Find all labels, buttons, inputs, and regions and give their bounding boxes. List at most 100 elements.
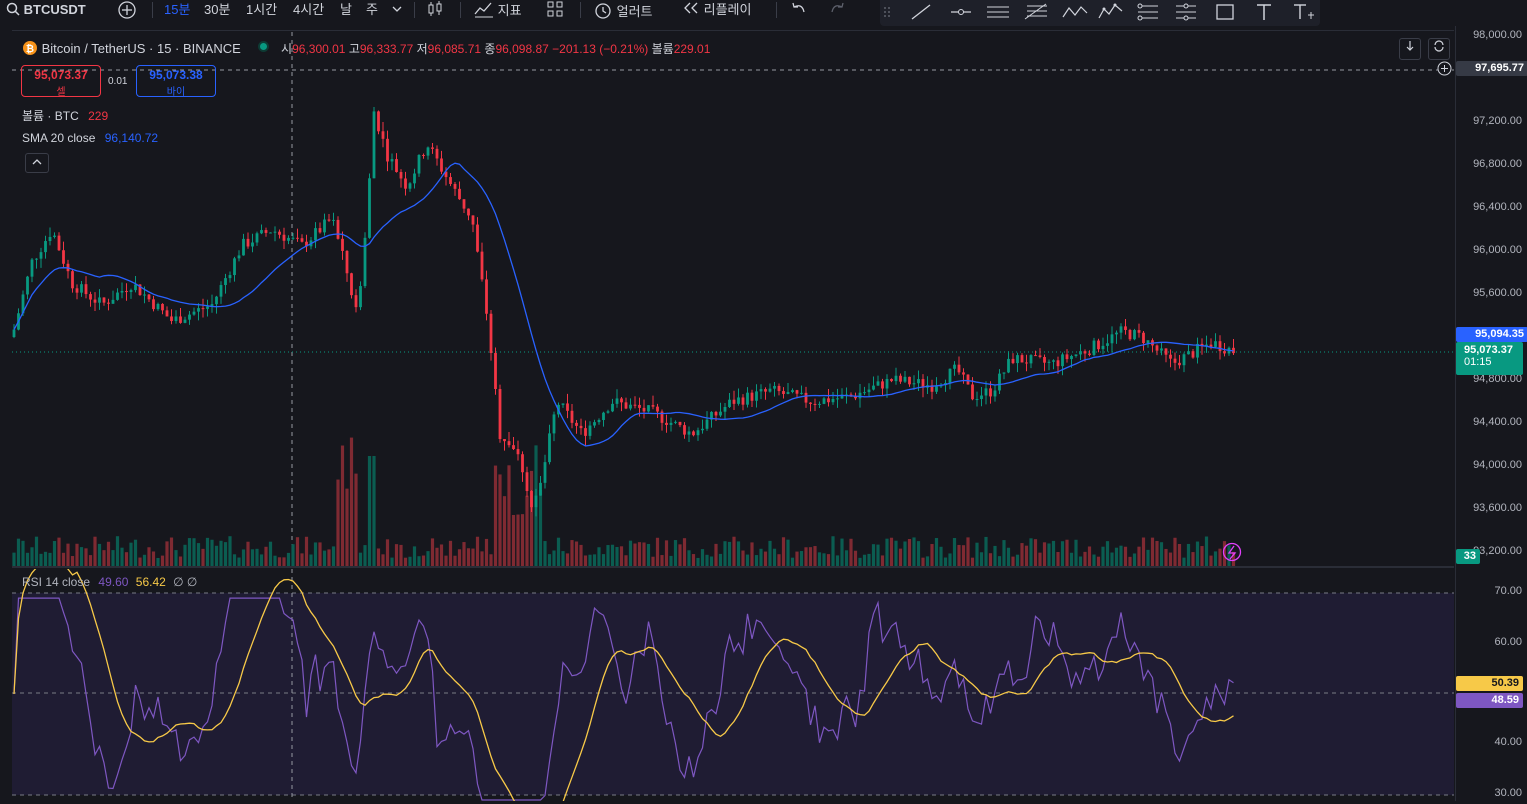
candle-body xyxy=(678,421,682,426)
candle-body xyxy=(170,316,173,322)
channel-icon[interactable] xyxy=(986,3,1009,21)
lightning-icon[interactable] xyxy=(1222,542,1242,562)
volume-bar xyxy=(462,542,466,566)
volume-bar xyxy=(358,552,363,566)
price-chart-canvas[interactable] xyxy=(12,32,1454,566)
buy-button[interactable]: 95,073.38 바이 xyxy=(136,65,216,98)
rsi-chart-canvas[interactable] xyxy=(12,556,1454,804)
price-axis[interactable]: 98,000.00 97,200.00 96,800.00 96,400.00 … xyxy=(1437,26,1527,801)
interval-4h[interactable]: 4시간 xyxy=(293,2,325,17)
candle-body xyxy=(1128,329,1132,340)
rsi-value-tag: 48.59 xyxy=(1456,693,1523,708)
candle-body xyxy=(867,389,871,393)
arrow-down-icon xyxy=(1406,41,1414,51)
pane-separator[interactable] xyxy=(12,566,1454,568)
candle-body xyxy=(327,219,331,221)
elliott-icon[interactable] xyxy=(1098,3,1123,21)
fib-icon[interactable] xyxy=(1024,3,1047,21)
range-icon[interactable] xyxy=(1174,3,1196,21)
price-label-icon[interactable] xyxy=(1292,3,1314,21)
hline-icon[interactable] xyxy=(950,3,971,21)
pattern-icon[interactable] xyxy=(1062,3,1088,21)
candle-type-button[interactable] xyxy=(426,0,444,20)
indicators-button[interactable]: 지표 xyxy=(474,0,522,20)
candle-body xyxy=(53,235,56,237)
interval-week[interactable]: 주 xyxy=(366,2,378,17)
add-alert-plus-icon[interactable] xyxy=(1437,61,1452,76)
volume-bar xyxy=(444,555,448,566)
volume-bar xyxy=(795,551,799,566)
interval-dropdown[interactable] xyxy=(392,0,402,20)
volume-bar xyxy=(727,541,732,566)
rsi-legend[interactable]: RSI 14 close 49.60 56.42 ∅ ∅ xyxy=(22,575,198,589)
volume-bar xyxy=(291,544,295,566)
text-icon[interactable] xyxy=(1254,3,1274,21)
volume-bar xyxy=(309,554,313,566)
candle-body xyxy=(300,238,304,242)
candle-body xyxy=(1205,344,1208,346)
indicators-icon xyxy=(474,2,493,18)
replay-button[interactable]: 리플레이 xyxy=(682,0,751,20)
drag-handle-icon[interactable] xyxy=(882,3,896,21)
projection-icon[interactable] xyxy=(1136,3,1158,21)
collapse-legend-button[interactable] xyxy=(25,153,49,173)
redo-button[interactable] xyxy=(828,0,846,20)
price-pane[interactable] xyxy=(12,32,1454,566)
volume-bar xyxy=(1078,556,1083,566)
sma-legend[interactable]: SMA 20 close 96,140.72 xyxy=(22,131,159,145)
candle-body xyxy=(1115,332,1118,335)
volume-bar xyxy=(1159,542,1164,566)
market-status-dot xyxy=(258,41,270,52)
volume-bar xyxy=(484,538,489,566)
candle-body xyxy=(836,398,839,400)
volume-bar xyxy=(1146,549,1150,566)
volume-bar xyxy=(1231,551,1236,566)
volume-bar xyxy=(457,549,462,566)
scroll-to-latest-button[interactable] xyxy=(1399,38,1421,60)
volume-bar xyxy=(475,536,480,566)
alert-button[interactable]: 얼러트 xyxy=(593,0,653,20)
candle-body xyxy=(1065,354,1069,360)
volume-bar xyxy=(367,456,372,566)
volume-bar xyxy=(471,548,475,566)
volume-bar xyxy=(1051,540,1056,566)
interval-15m[interactable]: 15분 xyxy=(164,2,191,17)
trendline-icon[interactable] xyxy=(910,3,931,21)
volume-bar xyxy=(1173,537,1177,566)
interval-day[interactable]: 날 xyxy=(340,2,352,17)
candle-body xyxy=(84,284,88,295)
candle-body xyxy=(453,183,457,189)
candle-body xyxy=(854,395,857,399)
candle-body xyxy=(1002,372,1006,374)
templates-button[interactable] xyxy=(546,0,564,20)
candle-body xyxy=(701,428,704,431)
reset-chart-button[interactable] xyxy=(1428,38,1450,60)
candle-body xyxy=(435,148,439,159)
volume-bar xyxy=(1096,556,1101,566)
alert-label: 얼러트 xyxy=(616,4,653,19)
interval-1h[interactable]: 1시간 xyxy=(246,2,278,17)
candle-body xyxy=(948,368,952,383)
volume-legend[interactable]: 볼륨 · BTC 229 xyxy=(22,109,109,123)
volume-bar xyxy=(340,445,345,566)
sell-button[interactable]: 95,073.37 셀 xyxy=(21,65,101,98)
volume-bar xyxy=(142,554,147,566)
candle-body xyxy=(777,385,781,392)
volume-bar xyxy=(606,545,610,566)
volume-bar xyxy=(1110,552,1114,566)
candle-body xyxy=(174,316,178,322)
volume-bar xyxy=(453,555,457,566)
candle-body xyxy=(80,284,83,293)
shape-icon[interactable] xyxy=(1214,3,1234,21)
candle-body xyxy=(125,290,128,293)
symbol-search-button[interactable]: BTCUSDT xyxy=(6,0,86,20)
volume-bar xyxy=(264,546,268,566)
rsi-pane[interactable] xyxy=(12,556,1454,804)
candle-body xyxy=(129,290,133,293)
volume-bar xyxy=(493,465,498,566)
interval-30m[interactable]: 30분 xyxy=(204,2,231,17)
candle-body xyxy=(1173,358,1177,363)
add-symbol-button[interactable] xyxy=(117,0,137,20)
undo-button[interactable] xyxy=(790,0,808,20)
symbol-legend[interactable]: ₿ Bitcoin / TetherUS · 15 · BINANCE 시96,… xyxy=(22,40,710,57)
